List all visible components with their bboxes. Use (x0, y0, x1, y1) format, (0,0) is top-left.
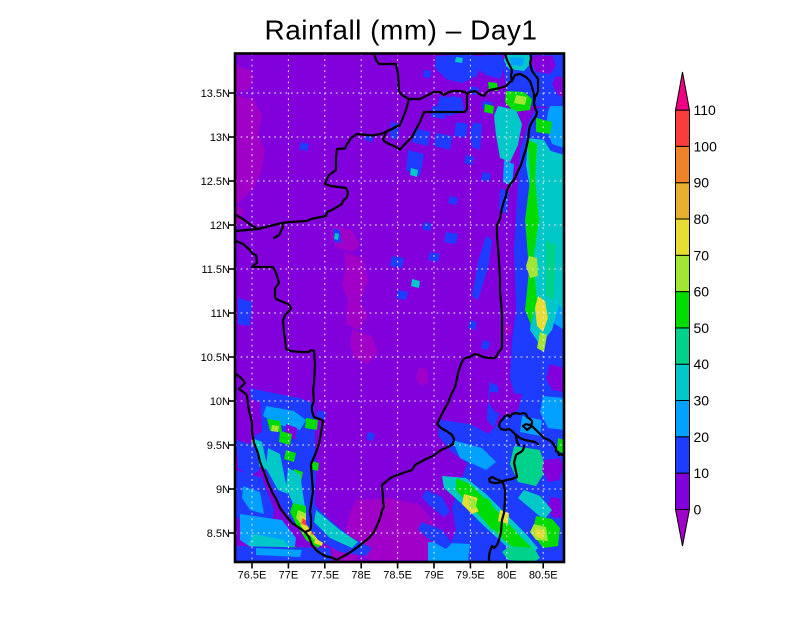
svg-text:11N: 11N (211, 308, 230, 320)
svg-text:40: 40 (694, 356, 710, 372)
svg-text:10N: 10N (210, 396, 230, 408)
svg-text:10: 10 (694, 465, 710, 481)
svg-text:0: 0 (694, 501, 702, 517)
svg-text:76.5E: 76.5E (238, 570, 267, 582)
svg-text:78E: 78E (351, 570, 371, 582)
svg-text:13.5N: 13.5N (201, 88, 230, 100)
svg-text:9.5N: 9.5N (207, 440, 230, 452)
svg-text:9N: 9N (216, 484, 230, 496)
svg-text:80: 80 (694, 211, 710, 227)
svg-text:78.5E: 78.5E (383, 570, 412, 582)
svg-text:12N: 12N (210, 220, 230, 232)
svg-text:110: 110 (694, 102, 717, 118)
svg-text:80.5E: 80.5E (529, 570, 558, 582)
svg-text:Rainfall (mm) – Day1: Rainfall (mm) – Day1 (265, 15, 538, 46)
svg-text:79.5E: 79.5E (456, 570, 485, 582)
svg-text:60: 60 (694, 284, 710, 300)
svg-text:77.5E: 77.5E (310, 570, 339, 582)
svg-text:77E: 77E (279, 570, 299, 582)
svg-text:80E: 80E (497, 570, 517, 582)
svg-text:100: 100 (694, 138, 718, 154)
svg-text:20: 20 (694, 429, 710, 445)
svg-text:13N: 13N (210, 132, 230, 144)
svg-text:90: 90 (694, 175, 710, 191)
svg-text:11.5N: 11.5N (201, 264, 230, 276)
svg-text:79E: 79E (424, 570, 444, 582)
svg-text:70: 70 (694, 247, 710, 263)
svg-text:8.5N: 8.5N (207, 528, 230, 540)
svg-text:10.5N: 10.5N (201, 352, 230, 364)
svg-text:50: 50 (694, 320, 710, 336)
svg-text:30: 30 (694, 393, 710, 409)
svg-text:12.5N: 12.5N (201, 176, 230, 188)
